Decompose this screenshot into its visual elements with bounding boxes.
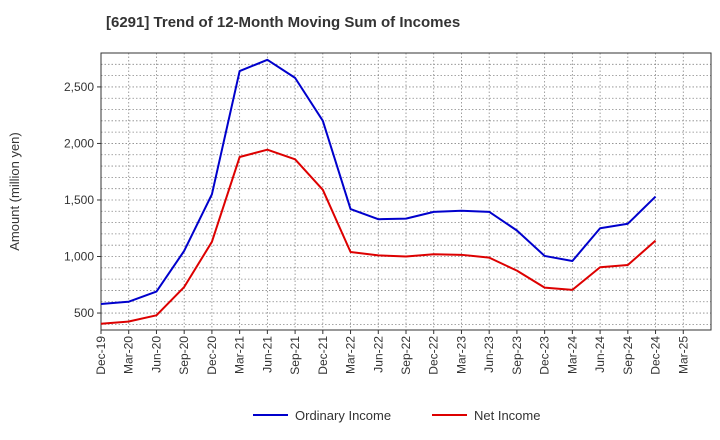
x-tick-label: Jun-22 — [371, 336, 385, 373]
y-axis: 500 1,000 1,500 2,000 2,500 — [64, 80, 101, 320]
series — [100, 58, 657, 325]
y-tick-label: 1,000 — [64, 250, 94, 264]
x-tick-label: Mar-23 — [454, 336, 468, 374]
y-tick-label: 1,500 — [64, 193, 94, 207]
x-tick-label: Mar-21 — [233, 336, 247, 374]
x-tick-label: Mar-25 — [676, 336, 690, 374]
x-tick-label: Mar-24 — [565, 336, 579, 374]
x-tick-label: Jun-20 — [149, 336, 163, 373]
x-tick-label: Dec-22 — [427, 336, 441, 375]
x-tick-label: Jun-24 — [593, 336, 607, 373]
grid — [100, 53, 712, 330]
x-tick-label: Sep-20 — [177, 336, 191, 375]
series-line-2 — [100, 148, 657, 325]
series-line-1 — [100, 58, 657, 305]
x-tick-label: Sep-23 — [510, 336, 524, 375]
x-tick-label: Dec-20 — [205, 336, 219, 375]
y-tick-label: 2,000 — [64, 136, 94, 150]
y-axis-label: Amount (million yen) — [7, 132, 22, 251]
x-axis: Dec-19 Mar-20 Jun-20 Sep-20 Dec-20 Mar-21 Jun-… — [94, 330, 690, 375]
chart-title: [6291] Trend of 12-Month Moving Sum of I… — [106, 14, 461, 31]
legend-label: Net Income — [474, 408, 540, 423]
legend-label: Ordinary Income — [295, 408, 391, 423]
x-tick-label: Dec-24 — [649, 336, 663, 375]
x-tick-label: Dec-23 — [538, 336, 552, 375]
y-tick-label: 500 — [74, 306, 94, 320]
x-tick-label: Sep-22 — [399, 336, 413, 375]
x-tick-label: Sep-24 — [621, 336, 635, 375]
x-tick-label: Dec-21 — [316, 336, 330, 375]
legend: Ordinary Income Net Income — [253, 408, 540, 423]
x-tick-label: Mar-22 — [344, 336, 358, 374]
x-tick-label: Dec-19 — [94, 336, 108, 375]
x-tick-label: Jun-21 — [260, 336, 274, 373]
x-tick-label: Sep-21 — [288, 336, 302, 375]
x-tick-label: Mar-20 — [122, 336, 136, 374]
x-tick-label: Jun-23 — [482, 336, 496, 373]
y-tick-label: 2,500 — [64, 80, 94, 94]
